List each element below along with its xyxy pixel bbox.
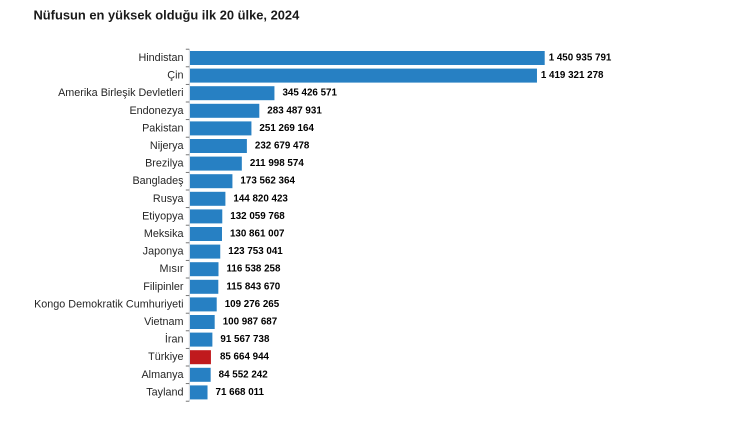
svg-text:Endonezya: Endonezya: [129, 105, 183, 117]
svg-text:Bangladeş: Bangladeş: [132, 175, 184, 187]
svg-text:Nüfusun en yüksek olduğu ilk 2: Nüfusun en yüksek olduğu ilk 20 ülke, 20…: [34, 8, 301, 23]
svg-text:85 664 944: 85 664 944: [220, 352, 270, 363]
svg-text:Nijerya: Nijerya: [150, 140, 184, 152]
svg-text:İran: İran: [165, 333, 184, 346]
svg-text:116 538 258: 116 538 258: [226, 264, 280, 275]
svg-text:132 059 768: 132 059 768: [230, 211, 285, 222]
svg-text:251 269 164: 251 269 164: [259, 123, 314, 134]
svg-text:Meksika: Meksika: [144, 228, 184, 240]
svg-text:Pakistan: Pakistan: [142, 122, 183, 134]
svg-text:Vietnam: Vietnam: [144, 316, 183, 328]
svg-text:Etiyopya: Etiyopya: [142, 210, 183, 222]
svg-text:Filipinler: Filipinler: [143, 281, 184, 293]
svg-text:109 276 265: 109 276 265: [225, 299, 280, 310]
svg-text:123 753 041: 123 753 041: [228, 246, 283, 257]
svg-text:173 562 364: 173 562 364: [240, 176, 295, 187]
svg-text:1 450 935 791: 1 450 935 791: [549, 53, 612, 64]
svg-text:84 552 242: 84 552 242: [219, 369, 269, 380]
svg-text:Çin: Çin: [167, 70, 183, 82]
svg-text:Mısır: Mısır: [160, 263, 184, 275]
svg-text:345 426 571: 345 426 571: [282, 88, 337, 99]
svg-text:Türkiye: Türkiye: [148, 351, 183, 363]
svg-text:Brezilya: Brezilya: [145, 158, 183, 170]
svg-text:144 820 423: 144 820 423: [233, 193, 288, 204]
svg-text:130 861 007: 130 861 007: [230, 229, 285, 240]
svg-text:Rusya: Rusya: [153, 193, 184, 205]
svg-text:71 668 011: 71 668 011: [216, 387, 265, 398]
svg-text:115 843 670: 115 843 670: [226, 281, 280, 292]
svg-text:Kongo Demokratik Cumhuriyeti: Kongo Demokratik Cumhuriyeti: [34, 298, 183, 310]
svg-text:Hindistan: Hindistan: [138, 52, 183, 64]
svg-text:232 679 478: 232 679 478: [255, 141, 310, 152]
svg-text:1 419 321 278: 1 419 321 278: [541, 70, 604, 81]
svg-text:100 987 687: 100 987 687: [223, 317, 278, 328]
svg-text:Amerika Birleşik Devletleri: Amerika Birleşik Devletleri: [58, 87, 183, 99]
svg-text:Tayland: Tayland: [146, 386, 183, 398]
svg-text:283 487 931: 283 487 931: [267, 105, 322, 116]
svg-text:Japonya: Japonya: [143, 246, 184, 258]
svg-text:Almanya: Almanya: [141, 369, 183, 381]
svg-text:91 567 738: 91 567 738: [220, 334, 270, 345]
svg-text:211 998 574: 211 998 574: [250, 158, 304, 169]
